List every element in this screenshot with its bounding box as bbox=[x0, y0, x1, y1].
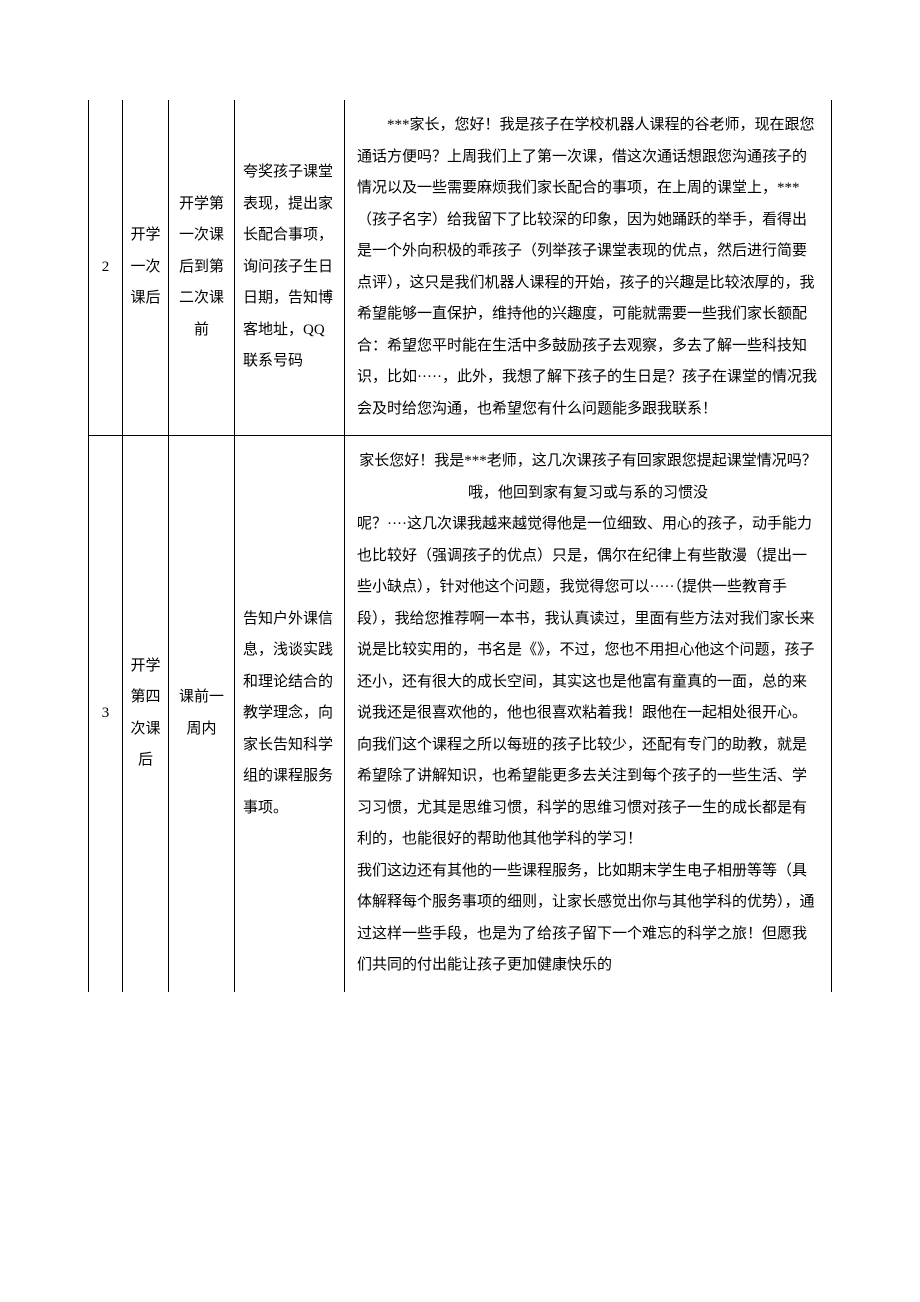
stage-cell: 开学一次课后 bbox=[123, 100, 169, 436]
detail-paragraph: ***家长，您好！我是孩子在学校机器人课程的谷老师，现在跟您通话方便吗？上周我们… bbox=[357, 110, 819, 425]
detail-paragraph: 呢？····这几次课我越来越觉得他是一位细致、用心的孩子，动手能力也比较好（强调… bbox=[357, 509, 819, 856]
row-number: 2 bbox=[89, 100, 123, 436]
detail-paragraph: 家长您好！我是***老师，这几次课孩子有回家跟您提起课堂情况吗？哦，他回到家有复… bbox=[357, 446, 819, 509]
table-row: 2 开学一次课后 开学第一次课后到第二次课前 夸奖孩子课堂表现，提出家长配合事项… bbox=[89, 100, 832, 436]
schedule-table: 2 开学一次课后 开学第一次课后到第二次课前 夸奖孩子课堂表现，提出家长配合事项… bbox=[88, 100, 832, 992]
table-row: 3 开学第四次课后 课前一周内 告知户外课信息，浅谈实践和理论结合的教学理念，向… bbox=[89, 436, 832, 992]
period-cell: 开学第一次课后到第二次课前 bbox=[169, 100, 235, 436]
period-cell: 课前一周内 bbox=[169, 436, 235, 992]
summary-cell: 告知户外课信息，浅谈实践和理论结合的教学理念，向家长告知科学组的课程服务事项。 bbox=[235, 436, 345, 992]
detail-cell: 家长您好！我是***老师，这几次课孩子有回家跟您提起课堂情况吗？哦，他回到家有复… bbox=[345, 436, 832, 992]
row-number: 3 bbox=[89, 436, 123, 992]
detail-cell: ***家长，您好！我是孩子在学校机器人课程的谷老师，现在跟您通话方便吗？上周我们… bbox=[345, 100, 832, 436]
detail-paragraph: 我们这边还有其他的一些课程服务，比如期末学生电子相册等等（具体解释每个服务事项的… bbox=[357, 856, 819, 982]
document-page: 2 开学一次课后 开学第一次课后到第二次课前 夸奖孩子课堂表现，提出家长配合事项… bbox=[0, 0, 920, 1012]
summary-cell: 夸奖孩子课堂表现，提出家长配合事项，询问孩子生日日期，告知博客地址，QQ 联系号… bbox=[235, 100, 345, 436]
stage-cell: 开学第四次课后 bbox=[123, 436, 169, 992]
